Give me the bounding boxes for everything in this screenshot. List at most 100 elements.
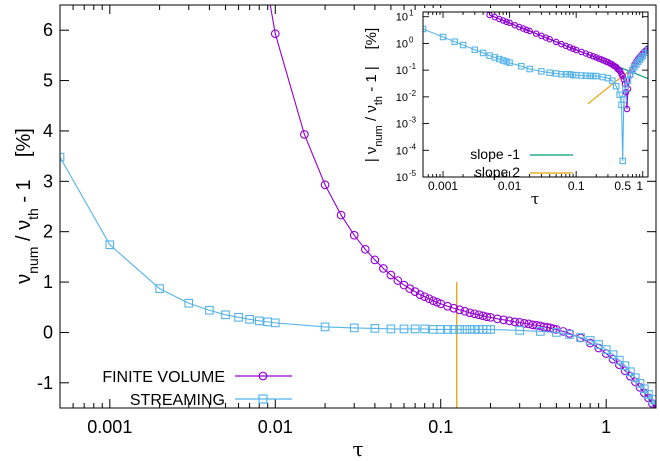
main-y-tick-label: 3	[43, 171, 53, 191]
inset-y-tick-exponent: -5	[409, 169, 417, 178]
main-point-streaming	[635, 378, 645, 388]
main-point-finite-volume	[360, 244, 370, 254]
main-y-tick-label: 5	[43, 71, 53, 91]
inset-point-streaming	[619, 157, 626, 165]
main-point-streaming	[455, 325, 464, 334]
main-point-streaming	[443, 325, 452, 334]
main-point-finite-volume	[482, 312, 492, 322]
legend-marker-streaming	[258, 394, 268, 404]
main-y-tick-label: 1	[43, 272, 53, 292]
main-x-axis-label: τ	[352, 437, 363, 461]
inset-point-finite-volume	[569, 45, 577, 53]
legend-label-finite-volume: FINITE VOLUME	[102, 369, 225, 386]
inset-background	[416, 8, 652, 178]
inset-tick-labels: 0.001 0.01 0.1 0.5 110-510-410-310-210-110 01…	[396, 9, 644, 193]
inset-point-streaming	[609, 77, 616, 85]
inset-y-tick-label: 10	[396, 119, 408, 131]
legend-label-slope-minus1: slope -1	[470, 146, 520, 162]
main-point-finite-volume	[499, 315, 508, 325]
inset-point-streaming	[538, 68, 545, 75]
inset-point-finite-volume	[499, 17, 507, 24]
inset-point-streaming	[592, 72, 600, 80]
main-point-finite-volume	[465, 308, 475, 318]
inset-point-finite-volume	[582, 50, 590, 57]
main-series-group	[60, 5, 656, 408]
main-point-streaming	[515, 326, 525, 335]
main-legend: FINITE VOLUME STREAMING	[102, 369, 292, 409]
inset-x-tick-label: 0.01	[498, 179, 522, 193]
inset-point-streaming	[526, 65, 533, 73]
inset-point-streaming	[637, 54, 645, 62]
main-chart: 0.001 0.01 0.1 1 -1 0 1 2 3 4 5 6 τ νnum / νth - 1 …	[13, 4, 657, 461]
main-point-streaming	[420, 324, 430, 334]
main-point-streaming	[436, 325, 446, 334]
inset-point-finite-volume	[623, 105, 631, 113]
main-point-streaming	[399, 324, 409, 334]
inset-x-tick-label: 0.1	[568, 179, 585, 193]
inset-legend: slope -1 slope 2	[470, 146, 573, 180]
inset-point-finite-volume	[523, 26, 530, 34]
inset-point-streaming	[459, 41, 467, 49]
inset-point-streaming	[491, 54, 499, 61]
inset-point-finite-volume	[552, 38, 560, 46]
main-point-streaming	[594, 340, 603, 349]
main-point-streaming	[410, 324, 420, 334]
main-point-streaming	[470, 325, 479, 334]
inset-point-streaming	[616, 91, 623, 98]
main-point-streaming	[460, 325, 470, 334]
inset-y-tick-label: 10	[396, 38, 408, 50]
main-point-finite-volume	[370, 255, 380, 265]
main-point-finite-volume	[443, 301, 452, 311]
main-point-finite-volume	[460, 306, 470, 316]
main-point-finite-volume	[415, 290, 425, 300]
main-tick-labels: 0.001 0.01 0.1 1 -1 0 1 2 3 4 5 6	[37, 20, 611, 437]
main-point-finite-volume	[420, 292, 430, 302]
inset-series-group	[423, 12, 648, 165]
inset-point-streaming	[558, 71, 565, 78]
main-point-finite-volume	[270, 29, 280, 39]
inset-point-finite-volume	[496, 15, 503, 23]
main-point-streaming	[585, 336, 595, 345]
inset-point-streaming	[439, 33, 447, 41]
main-point-streaming	[449, 325, 459, 334]
main-point-streaming	[552, 328, 561, 337]
inset-point-streaming	[451, 38, 459, 45]
main-y-tick-label: 6	[43, 20, 53, 40]
main-y-tick-label: -1	[37, 373, 53, 393]
main-point-streaming	[370, 324, 380, 333]
main-point-streaming	[184, 298, 194, 308]
main-point-streaming	[486, 325, 495, 334]
main-point-streaming	[576, 333, 585, 342]
main-point-streaming	[155, 284, 164, 293]
main-point-finite-volume	[474, 310, 484, 320]
inset-point-finite-volume	[619, 72, 626, 80]
main-point-streaming	[320, 322, 330, 332]
inset-y-tick-exponent: -1	[409, 62, 417, 71]
inset-point-finite-volume	[586, 51, 594, 59]
main-point-finite-volume	[379, 264, 388, 273]
inset-point-finite-volume	[589, 53, 597, 60]
main-point-streaming	[601, 345, 611, 354]
main-point-finite-volume	[428, 296, 438, 306]
main-point-streaming	[535, 327, 545, 336]
main-point-streaming	[270, 318, 280, 328]
main-point-finite-volume	[386, 270, 396, 280]
inset-point-finite-volume	[519, 25, 527, 32]
main-x-tick-label: 0.01	[258, 417, 293, 437]
main-point-finite-volume	[505, 316, 514, 326]
main-point-finite-volume	[300, 130, 309, 139]
inset-point-finite-volume	[546, 35, 553, 43]
inset-y-axis-label: | νnum / νth - 1 | [%]	[363, 28, 385, 162]
main-point-finite-volume	[320, 180, 330, 190]
inset-point-streaming	[479, 49, 487, 57]
inset-point-finite-volume	[503, 18, 510, 26]
main-point-finite-volume	[608, 354, 618, 364]
main-y-tick-label: 0	[43, 322, 53, 342]
main-point-streaming	[620, 361, 630, 371]
main-point-finite-volume	[524, 319, 534, 329]
inset-point-finite-volume	[572, 46, 580, 54]
main-point-streaming	[608, 350, 618, 359]
main-point-streaming	[565, 330, 574, 339]
main-point-finite-volume	[336, 210, 346, 220]
